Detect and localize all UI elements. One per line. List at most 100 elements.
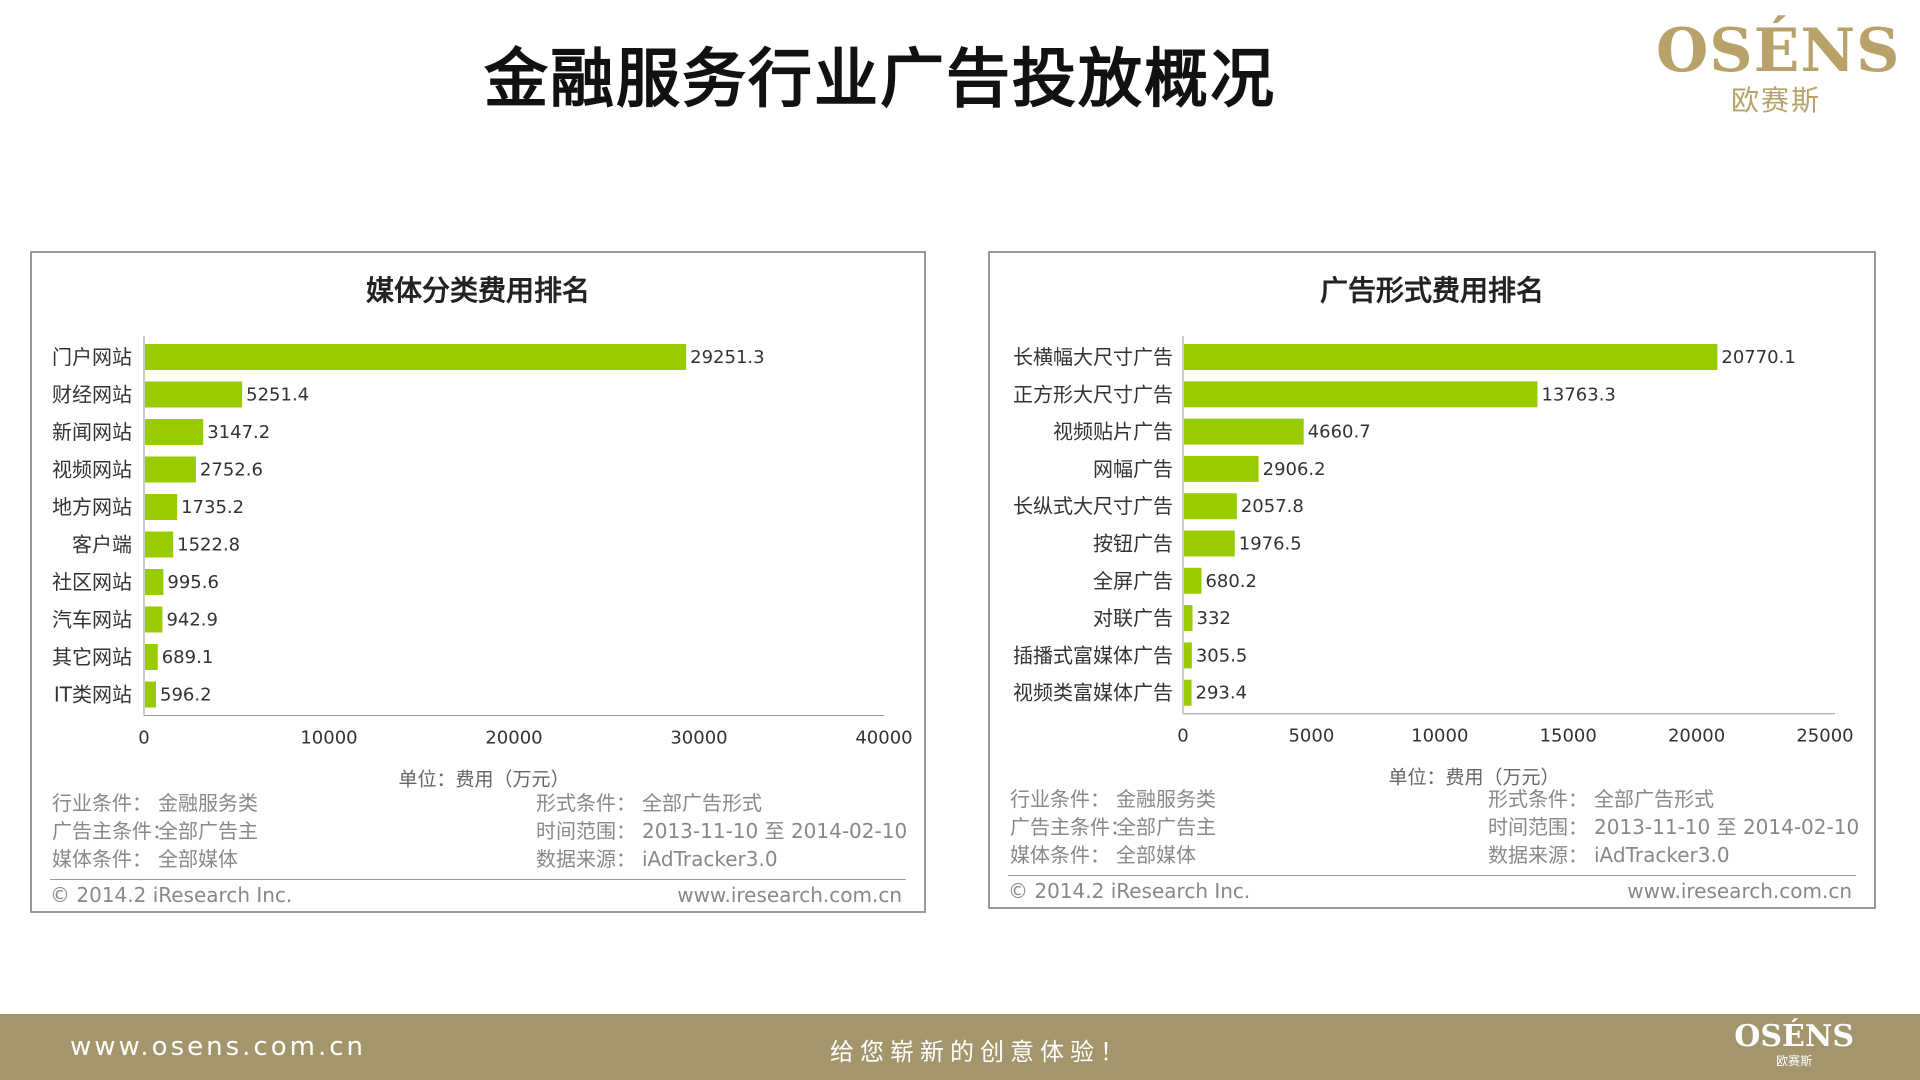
bar bbox=[1184, 605, 1193, 632]
meta-item: 数据来源： iAdTracker3.0 bbox=[536, 845, 907, 873]
meta-value: 全部媒体 bbox=[1116, 843, 1196, 867]
bar bbox=[1184, 642, 1192, 669]
media-category-chart-panel: 门户网站 29251.3 财经网站 5251.4 新闻网站 3147.2 视频网站 2752.… bbox=[30, 251, 926, 913]
data-label: 2057.8 bbox=[1241, 496, 1304, 517]
meta-item: 广告主条件：全部广告主 bbox=[52, 817, 258, 845]
bar bbox=[1184, 418, 1304, 445]
meta-key: 广告主条件： bbox=[1010, 815, 1130, 839]
bar bbox=[1184, 455, 1259, 482]
media-category-bar-chart: 门户网站 29251.3 财经网站 5251.4 新闻网站 3147.2 视频网站 2752.… bbox=[52, 336, 913, 791]
ad-format-chart-panel: 长横幅大尺寸广告 20770.1 正方形大尺寸广告 13763.3 视频贴片广告 4660… bbox=[988, 251, 1876, 909]
x-tick-label: 0 bbox=[138, 728, 149, 749]
data-label: 3147.2 bbox=[207, 422, 270, 443]
meta-key: 媒体条件： bbox=[1010, 843, 1110, 867]
category-label: 视频网站 bbox=[52, 458, 132, 482]
meta-left: 行业条件： 金融服务类 广告主条件：全部广告主 媒体条件： 全部媒体 bbox=[52, 789, 258, 873]
data-label: 1522.8 bbox=[177, 535, 240, 556]
bar bbox=[1184, 381, 1538, 408]
brand-logo-text: OSÉNS bbox=[1656, 16, 1901, 86]
category-label: 网幅广告 bbox=[1093, 457, 1173, 481]
meta-key: 形式条件： bbox=[536, 791, 636, 815]
category-label: 按钮广告 bbox=[1093, 532, 1173, 556]
x-tick-label: 40000 bbox=[855, 728, 912, 749]
category-label: 全屏广告 bbox=[1093, 569, 1173, 593]
category-label: 长纵式大尺寸广告 bbox=[1013, 494, 1173, 518]
meta-key: 行业条件： bbox=[52, 791, 152, 815]
meta-right: 形式条件： 全部广告形式 时间范围： 2013-11-10 至 2014-02-10… bbox=[1488, 785, 1859, 869]
meta-key: 广告主条件： bbox=[52, 819, 172, 843]
data-label: 942.9 bbox=[166, 610, 218, 631]
data-label: 2906.2 bbox=[1263, 459, 1326, 480]
copyright-text: © 2014.2 iResearch Inc. bbox=[1008, 879, 1251, 903]
meta-item: 行业条件： 金融服务类 bbox=[52, 789, 258, 817]
bar bbox=[145, 494, 178, 520]
meta-value: iAdTracker3.0 bbox=[1594, 843, 1730, 867]
category-label: 汽车网站 bbox=[52, 608, 132, 632]
meta-item: 时间范围： 2013-11-10 至 2014-02-10 bbox=[536, 817, 907, 845]
meta-item: 行业条件： 金融服务类 bbox=[1010, 785, 1216, 813]
meta-key: 行业条件： bbox=[1010, 787, 1110, 811]
x-tick-label: 10000 bbox=[300, 728, 357, 749]
footer-url-link[interactable]: www.osens.com.cn bbox=[70, 1032, 366, 1062]
bar bbox=[145, 456, 196, 483]
category-label: 视频类富媒体广告 bbox=[1013, 681, 1173, 705]
category-label: 门户网站 bbox=[52, 345, 132, 369]
meta-value: 全部广告主 bbox=[1116, 815, 1216, 839]
footer-bar: www.osens.com.cn 给您崭新的创意体验！ OSÉNS 欧赛斯 bbox=[0, 1014, 1920, 1080]
source-url-link[interactable]: www.iresearch.com.cn bbox=[677, 883, 902, 907]
meta-value: 金融服务类 bbox=[1116, 787, 1216, 811]
meta-value: 2013-11-10 至 2014-02-10 bbox=[1594, 815, 1860, 839]
data-label: 332 bbox=[1197, 608, 1231, 629]
footer-divider bbox=[50, 879, 906, 880]
bar bbox=[1184, 493, 1237, 520]
category-label: 长横幅大尺寸广告 bbox=[1013, 345, 1173, 369]
data-label: 5251.4 bbox=[246, 385, 309, 406]
meta-item: 媒体条件： 全部媒体 bbox=[1010, 841, 1216, 869]
bar bbox=[145, 344, 687, 370]
x-tick-label: 0 bbox=[1177, 726, 1188, 747]
data-label: 29251.3 bbox=[690, 347, 764, 368]
bar bbox=[1184, 567, 1202, 594]
footer-logo-subtext: 欧赛斯 bbox=[1776, 1054, 1813, 1068]
data-label: 20770.1 bbox=[1721, 347, 1795, 368]
meta-key: 时间范围： bbox=[536, 819, 636, 843]
category-label: IT类网站 bbox=[54, 683, 132, 707]
data-label: 2752.6 bbox=[200, 460, 263, 481]
copyright-text: © 2014.2 iResearch Inc. bbox=[50, 883, 293, 907]
meta-value: 全部媒体 bbox=[158, 847, 238, 871]
page-title: 金融服务行业广告投放概况 bbox=[484, 43, 1276, 117]
bar bbox=[145, 381, 243, 408]
meta-item: 形式条件： 全部广告形式 bbox=[536, 789, 907, 817]
meta-right: 形式条件： 全部广告形式 时间范围： 2013-11-10 至 2014-02-10… bbox=[536, 789, 907, 873]
bar bbox=[145, 569, 164, 595]
meta-value: 全部广告形式 bbox=[1594, 787, 1714, 811]
footer-slogan: 给您崭新的创意体验！ bbox=[830, 1038, 1130, 1066]
x-tick-label: 30000 bbox=[670, 728, 727, 749]
data-label: 680.2 bbox=[1205, 571, 1257, 592]
data-label: 596.2 bbox=[160, 685, 212, 706]
category-label: 插播式富媒体广告 bbox=[1013, 643, 1173, 667]
bar bbox=[145, 531, 174, 558]
meta-item: 时间范围： 2013-11-10 至 2014-02-10 bbox=[1488, 813, 1859, 841]
category-label: 地方网站 bbox=[52, 495, 132, 519]
x-tick-label: 20000 bbox=[1668, 726, 1725, 747]
category-label: 正方形大尺寸广告 bbox=[1013, 382, 1173, 406]
data-label: 13763.3 bbox=[1541, 384, 1615, 405]
footer-logo: OSÉNS 欧赛斯 bbox=[1734, 1020, 1854, 1069]
meta-item: 数据来源： iAdTracker3.0 bbox=[1488, 841, 1859, 869]
meta-item: 媒体条件： 全部媒体 bbox=[52, 845, 258, 873]
bar bbox=[145, 606, 163, 633]
meta-left: 行业条件： 金融服务类 广告主条件：全部广告主 媒体条件： 全部媒体 bbox=[1010, 785, 1216, 869]
x-tick-label: 15000 bbox=[1540, 726, 1597, 747]
meta-key: 数据来源： bbox=[536, 847, 636, 871]
footer-divider bbox=[1008, 875, 1856, 876]
meta-value: 2013-11-10 至 2014-02-10 bbox=[642, 819, 908, 843]
meta-value: 全部广告主 bbox=[158, 819, 258, 843]
meta-item: 广告主条件：全部广告主 bbox=[1010, 813, 1216, 841]
data-label: 293.4 bbox=[1196, 683, 1248, 704]
category-label: 客户端 bbox=[72, 533, 132, 557]
meta-item: 形式条件： 全部广告形式 bbox=[1488, 785, 1859, 813]
source-url-link[interactable]: www.iresearch.com.cn bbox=[1627, 879, 1852, 903]
data-label: 689.1 bbox=[162, 647, 214, 668]
meta-value: 金融服务类 bbox=[158, 791, 258, 815]
